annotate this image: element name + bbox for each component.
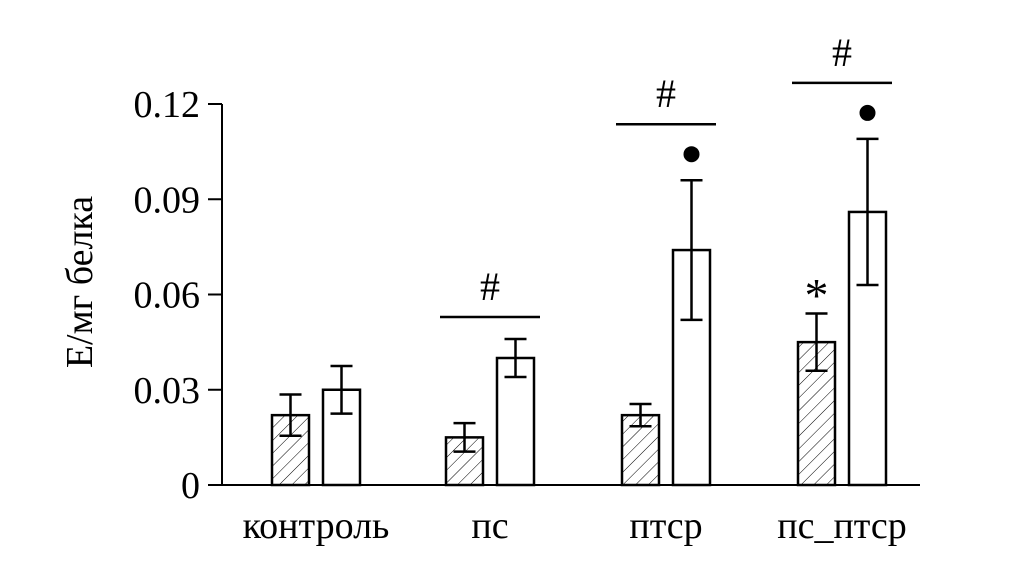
category-label: пс_птср: [777, 505, 906, 547]
category-label: птср: [629, 505, 702, 547]
y-tick-label: 0.12: [134, 84, 201, 126]
y-tick-label: 0.06: [134, 275, 201, 317]
axes: 0 0.03 0.06 0.09 0.12 Е/мг белка: [59, 84, 920, 507]
y-tick-label: 0.09: [134, 179, 201, 221]
y-tick-label: 0.03: [134, 370, 201, 412]
star-marker: *: [805, 270, 829, 323]
dot-marker: [859, 104, 876, 121]
category-label: контроль: [243, 505, 390, 547]
labels: контроль пс птср пс_птср: [243, 505, 907, 547]
y-axis-title: Е/мг белка: [59, 196, 101, 368]
hash-marker: #: [832, 30, 852, 75]
annotations: # # # *: [440, 30, 892, 323]
hash-marker: #: [480, 264, 500, 309]
dot-marker: [683, 146, 700, 163]
category-label: пс: [471, 505, 508, 547]
hash-marker: #: [656, 71, 676, 116]
y-tick-label: 0: [181, 465, 200, 507]
bars: [270, 137, 888, 487]
